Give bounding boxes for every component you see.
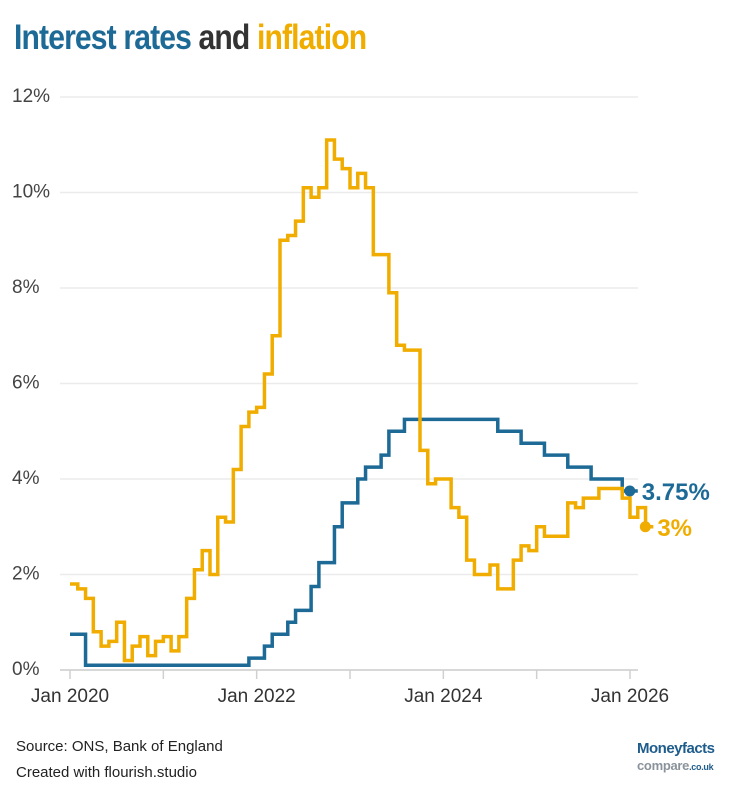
x-tick-label: Jan 2026: [591, 686, 669, 707]
x-tick-label: Jan 2024: [404, 686, 483, 707]
logo-line2-row: compare.co.uk: [637, 758, 715, 774]
source-note: Source: ONS, Bank of England: [16, 738, 223, 755]
x-tick-label: Jan 2022: [218, 686, 296, 707]
y-tick-label: 4%: [12, 468, 40, 489]
title-interest: Interest rates: [14, 18, 192, 57]
inflation-end-marker: [639, 521, 651, 533]
interest-end-label: 3.75%: [642, 479, 710, 506]
y-tick-label: 10%: [12, 182, 50, 203]
interest-end-marker: [624, 485, 636, 497]
title-inflation: inflation: [256, 18, 367, 57]
moneyfacts-logo: Moneyfacts compare.co.uk: [637, 740, 715, 774]
credit-note: Created with flourish.studio: [16, 764, 197, 781]
line-chart: 0% 2% 4% 6% 8% 10% 12% Jan 2020 Jan 2022 Jan 2024…: [12, 86, 710, 707]
y-tick-label: 0%: [12, 659, 40, 680]
logo-line2: compare: [637, 758, 690, 773]
inflation-line: [70, 138, 654, 663]
interest-line: [70, 417, 638, 667]
y-tick-label: 2%: [12, 564, 40, 585]
chart-title: Interest rates and inflation: [14, 18, 367, 58]
x-tick-label: Jan 2020: [31, 686, 109, 707]
y-tick-label: 12%: [12, 86, 50, 107]
inflation-end-label: 3%: [657, 515, 692, 542]
y-tick-label: 8%: [12, 277, 40, 298]
title-and: and: [191, 18, 257, 57]
logo-line1: Moneyfacts: [637, 740, 715, 757]
logo-line2-suffix: .co.uk: [689, 762, 714, 772]
y-tick-label: 6%: [12, 373, 40, 394]
